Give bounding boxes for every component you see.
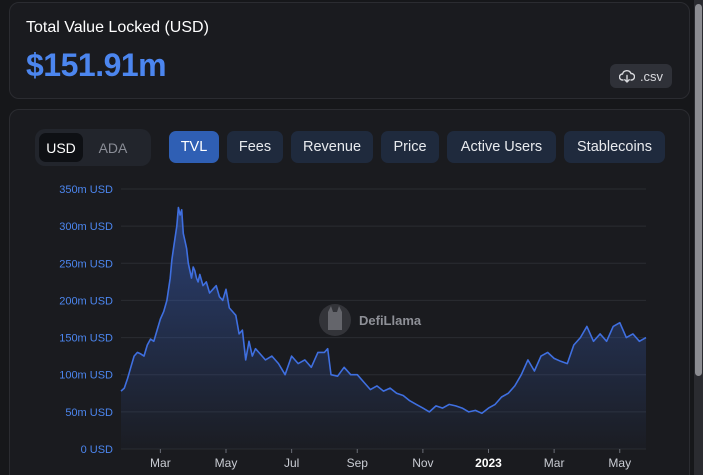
tab-stablecoins[interactable]: Stablecoins <box>564 131 665 163</box>
tab-price[interactable]: Price <box>381 131 439 163</box>
currency-toggle: USD ADA <box>35 129 151 166</box>
tvl-label: Total Value Locked (USD) <box>26 19 209 36</box>
llama-logo-icon <box>319 304 351 336</box>
y-tick-label: 350m USD <box>59 184 113 196</box>
csv-label: .csv <box>639 68 664 84</box>
x-tick-label: Sep <box>347 456 369 470</box>
x-axis: Mar May Jul Sep Nov 2023 Mar May <box>150 449 631 470</box>
defillama-watermark: DefiLlama <box>319 304 422 336</box>
cloud-download-icon <box>618 70 635 83</box>
y-tick-label: 250m USD <box>59 258 113 270</box>
currency-option-ada[interactable]: ADA <box>98 139 128 156</box>
y-axis: 0 USD 50m USD 100m USD 150m USD 200m USD 250m… <box>59 184 113 456</box>
x-tick-label: Mar <box>150 456 171 470</box>
y-tick-label: 50m USD <box>65 407 113 419</box>
tvl-summary-card <box>9 2 690 99</box>
tab-tvl[interactable]: TVL <box>169 131 219 163</box>
x-tick-label: Mar <box>544 456 565 470</box>
tvl-area <box>121 207 646 449</box>
scrollbar-thumb[interactable] <box>695 4 702 376</box>
watermark-text: DefiLlama <box>359 313 422 328</box>
y-tick-label: 200m USD <box>59 295 113 307</box>
tab-fees[interactable]: Fees <box>227 131 283 163</box>
page-scrollbar[interactable] <box>694 0 703 475</box>
x-tick-label: Nov <box>412 456 433 470</box>
y-tick-label: 150m USD <box>59 333 113 345</box>
tvl-value: $151.91m <box>26 47 167 83</box>
download-csv-button[interactable]: .csv <box>610 64 672 88</box>
y-tick-label: 0 USD <box>81 444 113 456</box>
tab-revenue[interactable]: Revenue <box>291 131 373 163</box>
x-tick-label: May <box>608 456 631 470</box>
y-tick-label: 100m USD <box>59 370 113 382</box>
x-tick-label: May <box>215 456 238 470</box>
tab-active-users[interactable]: Active Users <box>447 131 556 163</box>
currency-option-usd[interactable]: USD <box>39 133 83 162</box>
y-tick-label: 300m USD <box>59 221 113 233</box>
x-tick-label: Jul <box>284 456 299 470</box>
x-tick-label: 2023 <box>475 456 502 470</box>
tvl-line <box>120 206 647 415</box>
